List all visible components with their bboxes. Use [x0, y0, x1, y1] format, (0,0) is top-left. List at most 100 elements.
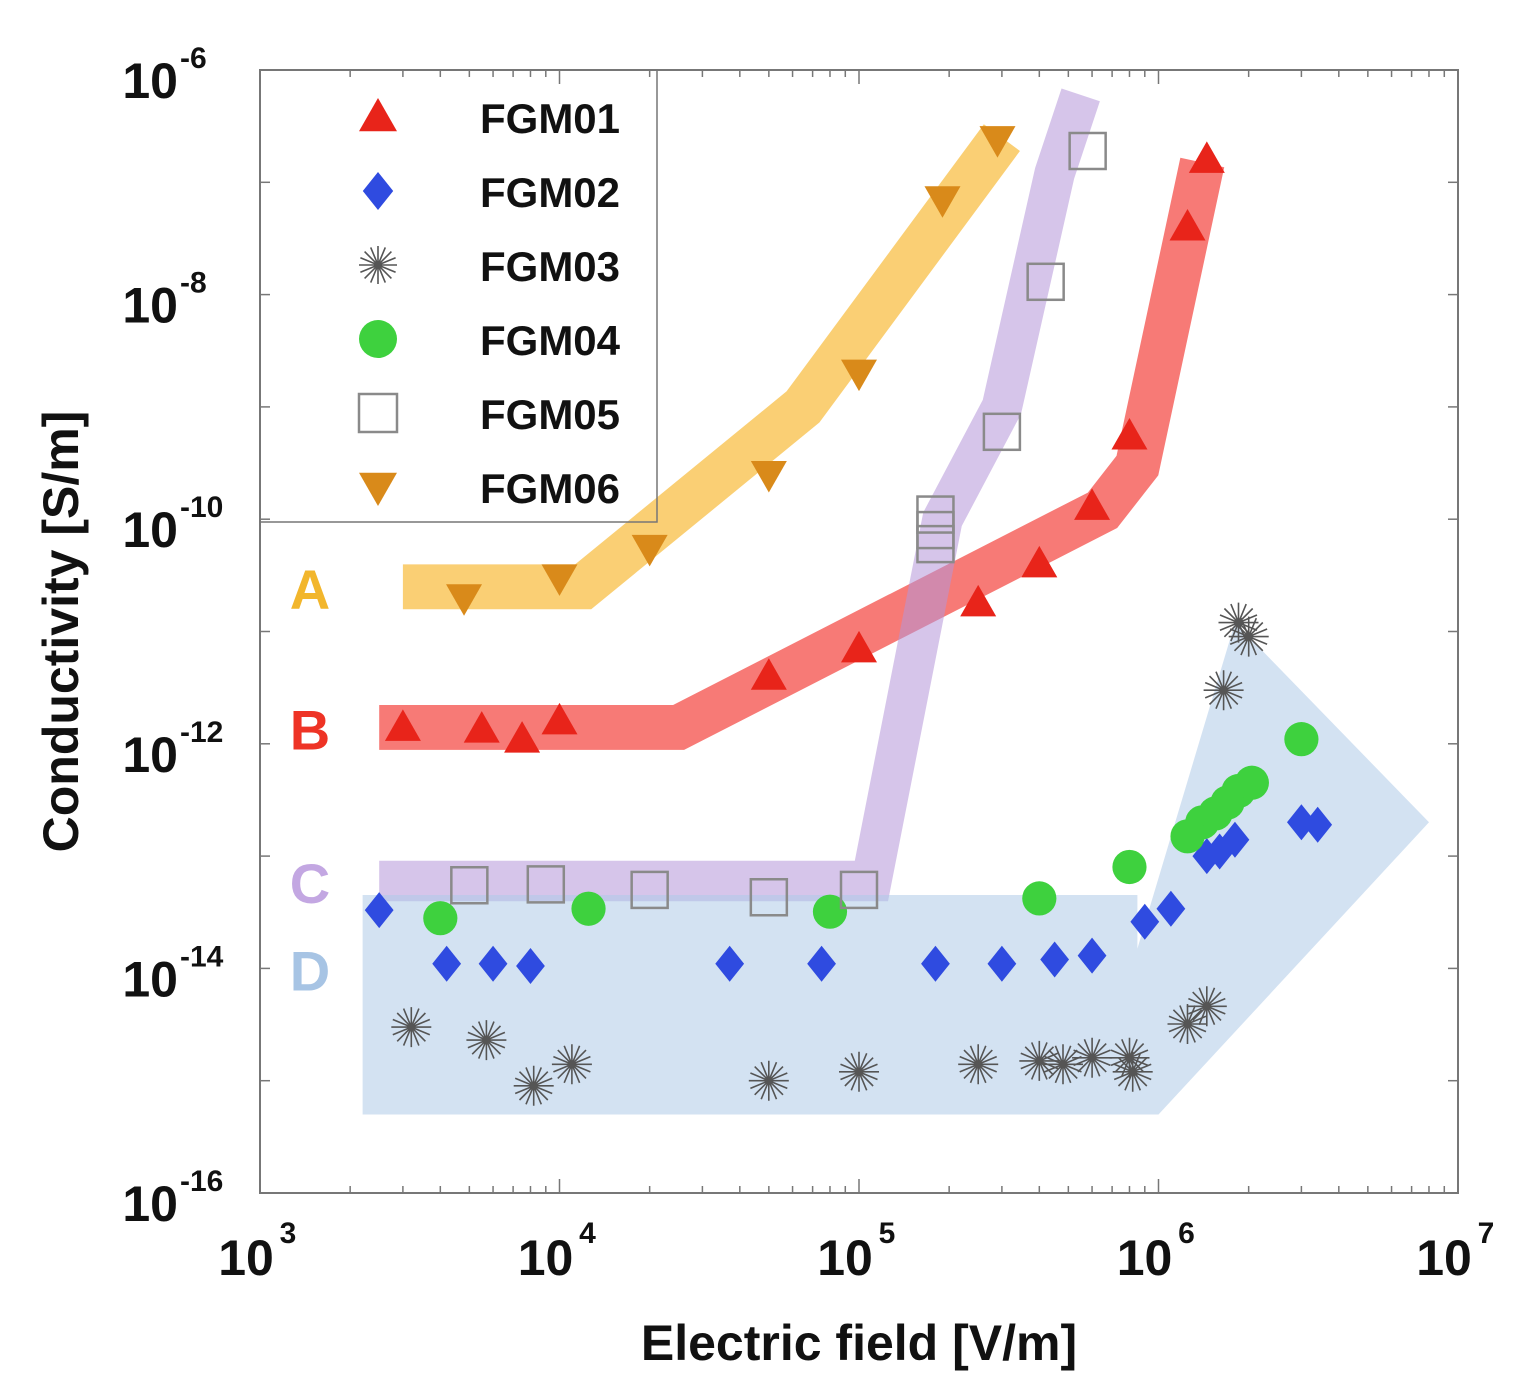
data-point-fgm01: [750, 658, 787, 690]
data-point-fgm03: [958, 1044, 999, 1085]
data-point-fgm04: [1284, 722, 1319, 757]
legend-item: FGM02: [362, 169, 620, 216]
legend-label: FGM01: [480, 95, 620, 142]
data-point-fgm06: [924, 186, 961, 218]
data-point-fgm05: [1068, 131, 1107, 171]
x-axis-title: Electric field [V/m]: [641, 1315, 1077, 1371]
x-tick-label-exponent: 7: [1478, 1217, 1495, 1250]
data-point-fgm03: [1112, 1051, 1153, 1092]
y-tick-label: 10: [122, 727, 178, 783]
y-tick-label-exponent: -6: [180, 42, 207, 75]
legend-marker-fgm06: [359, 472, 397, 506]
y-axis-title: Conductivity [S/m]: [33, 411, 89, 853]
legend-item: FGM06: [359, 465, 620, 512]
legend-marker-fgm04: [359, 320, 397, 358]
legend-item: FGM03: [359, 243, 620, 290]
data-point-fgm03: [1167, 1004, 1208, 1044]
data-point-fgm02: [1040, 941, 1070, 978]
y-tick-label-exponent: -10: [180, 491, 223, 524]
data-point-fgm01: [1188, 141, 1225, 173]
data-point-fgm06: [841, 359, 877, 392]
legend-label: FGM03: [480, 243, 620, 290]
data-point-fgm03: [1186, 986, 1227, 1027]
x-tick-label: 10: [817, 1230, 873, 1286]
data-point-fgm02: [807, 945, 836, 982]
data-point-fgm03: [391, 1007, 432, 1048]
data-point-fgm06: [446, 584, 483, 616]
data-point-fgm03: [839, 1051, 879, 1092]
series-fgm02: [364, 804, 1333, 985]
data-point-fgm02: [987, 945, 1017, 982]
data-point-fgm04: [1112, 849, 1147, 885]
x-tick-label-exponent: 5: [879, 1217, 896, 1250]
x-tick-label: 10: [518, 1230, 574, 1286]
data-point-fgm02: [715, 945, 745, 982]
data-point-fgm03: [1043, 1044, 1083, 1085]
data-point-fgm03: [466, 1020, 507, 1061]
data-point-fgm01: [384, 709, 421, 741]
data-point-fgm05: [916, 495, 955, 534]
data-point-fgm02: [1130, 903, 1160, 940]
y-tick-label: 10: [122, 951, 178, 1007]
data-point-fgm04: [1022, 881, 1057, 916]
data-point-fgm05: [749, 878, 789, 917]
y-tick-label-exponent: -12: [180, 716, 223, 749]
region-label-d: D: [290, 939, 330, 1002]
legend: FGM01 FGM02 FGM03 FGM04 FGM05 FGM06: [260, 69, 658, 523]
data-point-fgm01: [841, 630, 877, 663]
data-point-fgm03: [1019, 1040, 1060, 1081]
data-point-fgm02: [1303, 806, 1333, 843]
legend-box: [260, 69, 658, 523]
data-point-fgm02: [1220, 821, 1250, 858]
data-point-fgm01: [1021, 545, 1058, 578]
data-points-layer: [364, 126, 1333, 1106]
region-c: [379, 88, 1100, 902]
data-point-fgm03: [1203, 670, 1244, 711]
regions-layer: [362, 88, 1430, 1115]
data-point-fgm02: [364, 892, 394, 929]
data-point-fgm02: [432, 945, 462, 982]
y-tick-label-exponent: -14: [180, 940, 224, 973]
data-point-fgm02: [921, 945, 950, 982]
data-point-fgm04: [812, 894, 848, 929]
data-point-fgm04: [1234, 765, 1269, 800]
data-point-fgm06: [541, 564, 578, 596]
data-point-fgm03: [513, 1065, 554, 1106]
legend-marker-fgm03: [359, 246, 397, 284]
y-tick-label-exponent: -8: [180, 267, 207, 300]
legend-item: FGM05: [357, 391, 620, 438]
series-fgm06: [446, 126, 1016, 616]
data-point-fgm03: [1109, 1037, 1150, 1078]
region-label-c: C: [290, 852, 330, 915]
data-point-fgm01: [504, 721, 541, 753]
x-tick-label-exponent: 6: [1178, 1217, 1195, 1250]
data-point-fgm05: [526, 865, 566, 904]
data-point-fgm02: [516, 948, 545, 985]
data-point-fgm05: [450, 866, 489, 905]
data-point-fgm01: [1111, 418, 1148, 450]
y-tick-label: 10: [122, 502, 178, 558]
data-point-fgm03: [1218, 602, 1259, 643]
series-fgm01: [384, 141, 1225, 753]
data-point-fgm02: [1156, 890, 1186, 927]
legend-marker-fgm05: [357, 392, 399, 434]
data-point-fgm01: [1169, 208, 1206, 241]
data-point-fgm05: [630, 870, 669, 910]
y-tick-label: 10: [122, 278, 178, 334]
region-a: [402, 124, 1020, 610]
legend-item: FGM04: [359, 317, 621, 364]
x-tick-label: 10: [218, 1230, 274, 1286]
data-point-fgm02: [1205, 833, 1235, 870]
legend-marker-fgm02: [362, 172, 394, 210]
data-point-fgm01: [1074, 488, 1111, 520]
data-point-fgm03: [748, 1060, 789, 1101]
data-point-fgm04: [423, 901, 458, 936]
legend-marker-fgm01: [359, 98, 397, 132]
legend-item: FGM01: [359, 95, 620, 142]
data-point-fgm01: [960, 584, 997, 617]
data-point-fgm02: [1077, 937, 1107, 974]
legend-label: FGM04: [480, 317, 621, 364]
x-tick-label-exponent: 3: [280, 1217, 297, 1250]
